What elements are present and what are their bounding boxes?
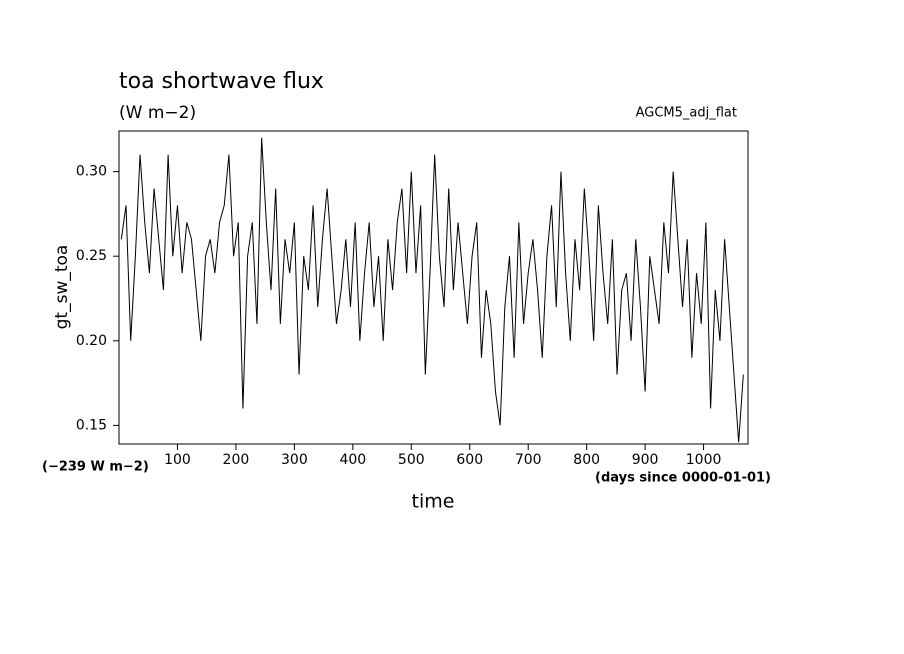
plot-frame xyxy=(118,130,749,445)
x-tick-label: 1000 xyxy=(686,452,722,468)
y-tick-label: 0.15 xyxy=(76,417,107,433)
x-tick-label: 700 xyxy=(515,452,542,468)
x-tick-label: 800 xyxy=(573,452,600,468)
x-tick-label: 600 xyxy=(456,452,483,468)
x-tick-label: 200 xyxy=(223,452,250,468)
x-tick-label: 500 xyxy=(398,452,425,468)
data-line xyxy=(120,137,744,443)
x-tick-label: 100 xyxy=(164,452,191,468)
annotation: AGCM5_adj_flat xyxy=(636,106,737,121)
y-axis-label: gt_sw_toa xyxy=(52,245,72,330)
chart-title: toa shortwave flux xyxy=(119,69,324,94)
x-axis-label: time xyxy=(412,491,455,513)
x-tick-label: 400 xyxy=(339,452,366,468)
x-tick-label: 900 xyxy=(632,452,659,468)
x-tick-label: 300 xyxy=(281,452,308,468)
chart-subtitle: (W m−2) xyxy=(119,103,196,123)
y-tick-label: 0.30 xyxy=(76,164,107,180)
x-units: (days since 0000-01-01) xyxy=(595,471,771,486)
offset-note: (−239 W m−2) xyxy=(42,460,149,475)
y-tick-label: 0.25 xyxy=(76,248,107,264)
y-tick-label: 0.20 xyxy=(76,333,107,349)
